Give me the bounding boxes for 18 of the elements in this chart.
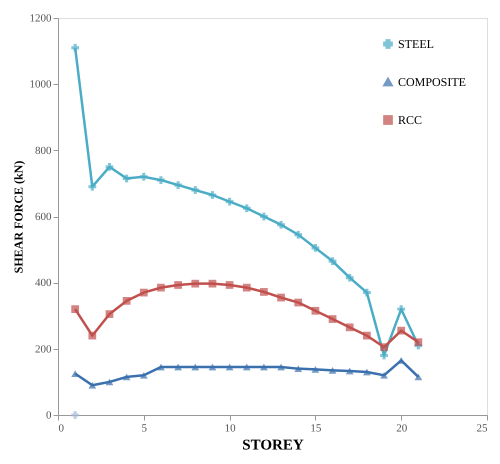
y-tick-label: 400: [35, 277, 52, 290]
x-tick-label: 20: [396, 422, 408, 434]
x-axis-title: STOREY: [242, 438, 304, 454]
x-tick-label: 0: [58, 422, 64, 434]
y-tick-label: 0: [46, 410, 52, 422]
x-tick-label: 25: [476, 422, 488, 434]
y-tick-label: 600: [35, 211, 52, 223]
x-tick-label: 15: [310, 422, 322, 434]
y-tick-label: 1200: [30, 12, 52, 24]
y-tick-label: 1000: [30, 78, 52, 91]
legend-label: COMPOSITE: [398, 75, 466, 89]
x-tick-label: 10: [224, 422, 236, 434]
y-tick-label: 800: [35, 144, 52, 157]
legend-label: STEEL: [398, 37, 434, 51]
x-tick-label: 5: [142, 422, 148, 434]
y-tick-label: 200: [35, 343, 52, 356]
legend-label: RCC: [398, 113, 422, 127]
y-axis-title: SHEAR FORCE (kN): [12, 160, 26, 274]
